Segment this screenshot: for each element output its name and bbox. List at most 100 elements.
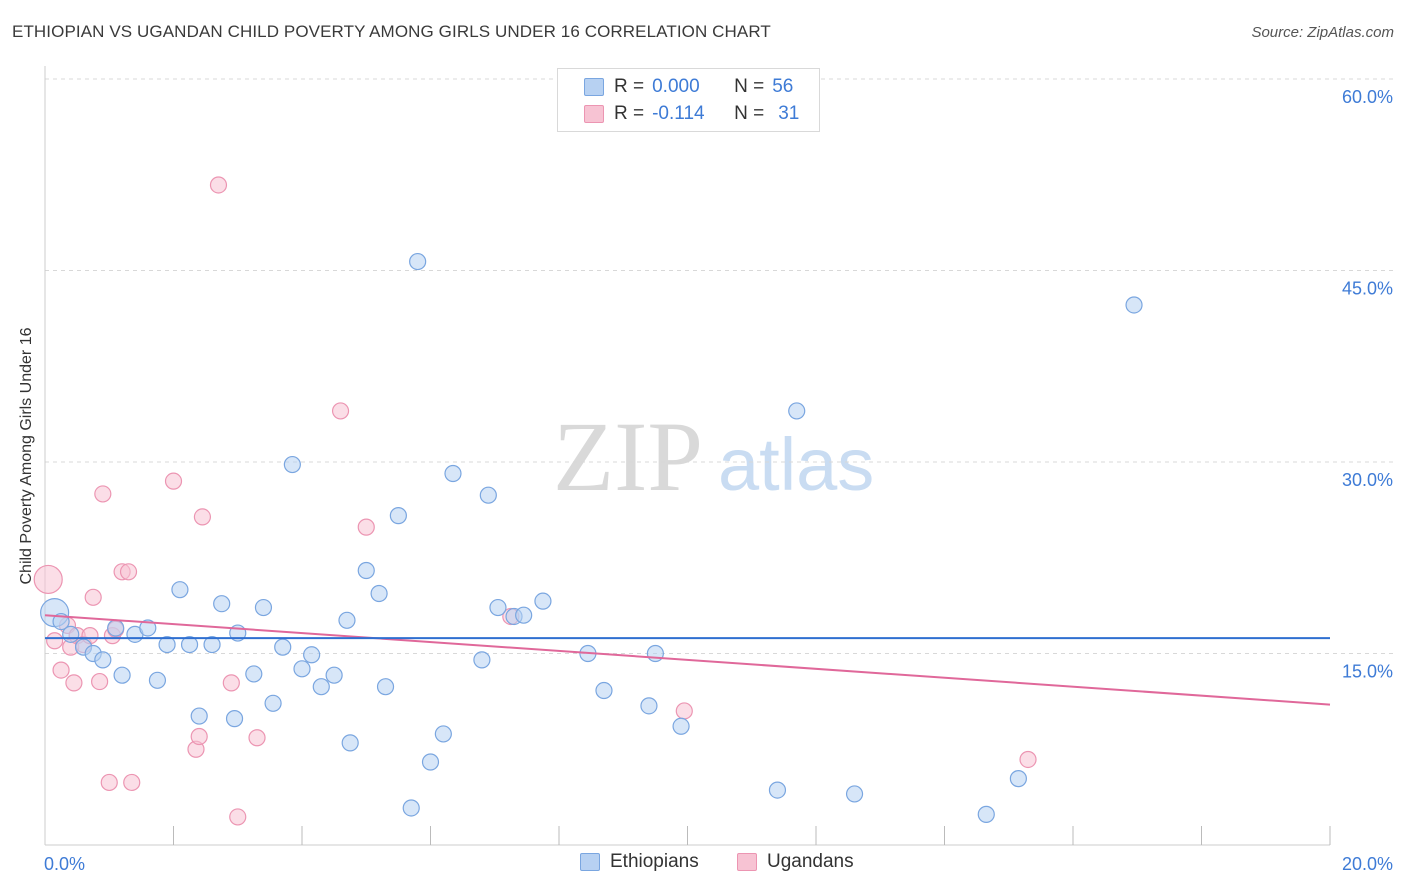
axes bbox=[44, 66, 1331, 846]
ugandans-swatch bbox=[584, 105, 604, 123]
ethiopians-point bbox=[264, 694, 282, 712]
ugandans-point bbox=[357, 518, 375, 536]
ethiopians-point bbox=[1009, 770, 1027, 788]
ugandans-point bbox=[164, 472, 183, 490]
y-tick-label: 45.0% bbox=[1342, 279, 1393, 299]
ethiopians-point bbox=[113, 666, 131, 684]
ethiopians-point bbox=[515, 606, 533, 624]
ugandans-point bbox=[248, 729, 266, 747]
legend-n-label: N = bbox=[734, 103, 765, 124]
ethiopians-point bbox=[139, 619, 157, 637]
legend-n-label: N = bbox=[734, 76, 765, 97]
ethiopians-point bbox=[357, 561, 375, 580]
ugandans-point bbox=[331, 402, 350, 420]
ethiopians-point bbox=[434, 725, 452, 743]
ethiopians-point bbox=[338, 611, 356, 629]
ugandans-point bbox=[1019, 750, 1037, 769]
legend-row-ugandans: R = -0.114 N = 31 bbox=[584, 101, 799, 127]
legend-item-ethiopians: Ethiopians bbox=[580, 851, 699, 873]
ethiopians-point bbox=[640, 697, 658, 715]
ethiopians-point bbox=[646, 644, 664, 663]
trend-lines bbox=[44, 614, 1331, 706]
ethiopians-swatch bbox=[584, 78, 604, 96]
ugandans-point bbox=[193, 508, 212, 526]
legend-r-value: 0.000 bbox=[652, 76, 700, 97]
watermark: ZIP atlas bbox=[553, 401, 874, 512]
ethiopians-point bbox=[421, 753, 440, 771]
watermark-atlas: atlas bbox=[718, 423, 874, 506]
correlation-legend: R = 0.000 N = 56 R = -0.114 N = 31 bbox=[557, 68, 820, 132]
ethiopians-point bbox=[325, 666, 343, 684]
ethiopians-point bbox=[293, 660, 311, 678]
legend-n-value: 31 bbox=[778, 103, 800, 124]
legend-row-ethiopians: R = 0.000 N = 56 bbox=[584, 74, 793, 100]
ugandans-point bbox=[94, 485, 112, 503]
ethiopians-point bbox=[768, 781, 787, 799]
ugandans-point bbox=[119, 563, 138, 581]
ethiopians-point bbox=[274, 638, 292, 656]
ethiopians-point bbox=[158, 635, 176, 654]
chart-title: ETHIOPIAN VS UGANDAN CHILD POVERTY AMONG… bbox=[12, 22, 771, 41]
ethiopians-point bbox=[341, 734, 359, 752]
legend-r-label: R = bbox=[614, 103, 645, 124]
ugandans-point bbox=[222, 674, 240, 692]
ugandans-trend-line bbox=[44, 614, 1331, 706]
ethiopians-point bbox=[171, 581, 189, 599]
ugandans-point bbox=[46, 632, 64, 650]
ugandans-swatch bbox=[737, 853, 757, 871]
legend-r-value: -0.114 bbox=[652, 103, 705, 124]
ugandans-point bbox=[65, 674, 83, 692]
ethiopians-points bbox=[40, 252, 1143, 823]
ethiopians-point bbox=[376, 678, 395, 696]
ethiopians-point bbox=[245, 665, 263, 683]
ethiopians-point bbox=[389, 507, 407, 525]
y-tick-label: 30.0% bbox=[1342, 470, 1393, 490]
ugandans-point bbox=[33, 564, 63, 595]
tick-labels: 15.0% 30.0% 45.0% 60.0% 0.0% 20.0% bbox=[44, 87, 1393, 874]
y-tick-label: 15.0% bbox=[1342, 662, 1393, 682]
series-legend: Ethiopians Ugandans bbox=[0, 851, 1406, 877]
grid-lines bbox=[45, 78, 1394, 654]
ethiopians-point bbox=[409, 252, 427, 271]
ethiopians-point bbox=[444, 464, 462, 483]
ethiopians-point bbox=[62, 625, 80, 643]
ethiopians-point bbox=[1125, 296, 1143, 314]
ethiopians-point bbox=[672, 717, 690, 735]
x-tick-label: 0.0% bbox=[44, 854, 85, 874]
ethiopians-point bbox=[203, 635, 221, 654]
ethiopians-point bbox=[845, 785, 864, 803]
ethiopians-point bbox=[479, 486, 497, 504]
ethiopians-swatch bbox=[580, 853, 600, 871]
ugandans-point bbox=[209, 176, 228, 194]
ethiopians-point bbox=[788, 402, 806, 420]
ugandans-point bbox=[100, 773, 118, 792]
ethiopians-point bbox=[312, 678, 330, 696]
ethiopians-point bbox=[534, 592, 552, 610]
ethiopians-point bbox=[190, 707, 208, 725]
ugandans-point bbox=[190, 727, 208, 746]
ugandans-points bbox=[33, 176, 1037, 826]
ugandans-point bbox=[84, 588, 102, 606]
ugandans-point bbox=[52, 661, 70, 679]
legend-r-label: R = bbox=[614, 76, 645, 97]
ethiopians-point bbox=[254, 598, 273, 617]
ethiopians-point bbox=[94, 651, 112, 669]
ethiopians-point bbox=[473, 651, 491, 669]
y-tick-label: 60.0% bbox=[1342, 87, 1393, 107]
ethiopians-point bbox=[977, 805, 995, 823]
ethiopians-point bbox=[595, 681, 613, 700]
ethiopians-point bbox=[370, 584, 388, 603]
ethiopians-point bbox=[283, 455, 301, 474]
x-tick-label: 20.0% bbox=[1342, 854, 1393, 874]
legend-label-ethiopians: Ethiopians bbox=[610, 851, 699, 872]
watermark-zip: ZIP bbox=[553, 401, 703, 512]
legend-item-ugandans: Ugandans bbox=[737, 851, 854, 873]
ethiopians-point bbox=[402, 799, 420, 817]
ethiopians-point bbox=[180, 635, 199, 654]
ethiopians-point bbox=[489, 598, 507, 617]
ugandans-point bbox=[123, 773, 141, 792]
ethiopians-point bbox=[213, 595, 231, 613]
ugandans-point bbox=[229, 808, 247, 826]
legend-n-value: 56 bbox=[772, 76, 794, 97]
